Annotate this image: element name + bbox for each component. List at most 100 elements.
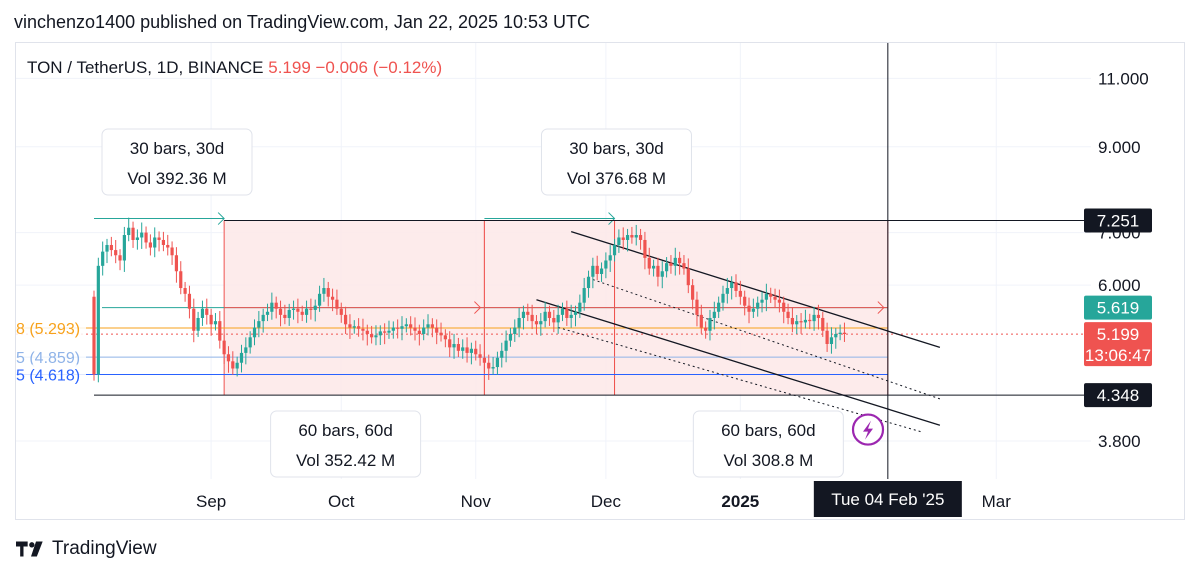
candle-body <box>521 311 526 318</box>
measure-label-box <box>101 128 253 196</box>
candle-body <box>235 362 239 369</box>
candle-body <box>604 260 608 269</box>
candle-body <box>352 326 356 328</box>
candle-body <box>105 244 109 252</box>
candle-body <box>357 326 361 329</box>
measure-label-bars: 60 bars, 60d <box>721 421 816 440</box>
candle-body <box>400 326 404 329</box>
measure-label-box <box>692 410 844 478</box>
measure-label-box <box>270 410 422 478</box>
fib-label: 8 (5.293) <box>16 321 80 338</box>
price-tag-label: 5.199 <box>1097 325 1140 344</box>
candle-body <box>565 308 569 318</box>
candle-body <box>443 335 447 340</box>
candle-body <box>612 244 617 256</box>
candle-body <box>278 308 283 315</box>
candle-body <box>764 293 768 300</box>
candle-body <box>491 367 495 369</box>
candle-body <box>226 354 231 362</box>
candle-body <box>725 288 729 294</box>
price-tag <box>1084 383 1152 408</box>
candle-body <box>795 321 799 325</box>
measure-label-bars: 60 bars, 60d <box>298 421 393 440</box>
candle-body <box>231 361 235 369</box>
candle-body <box>322 288 326 294</box>
candle-body <box>435 327 439 333</box>
candle-body <box>157 237 161 240</box>
candle-body <box>799 321 803 323</box>
candle-body <box>760 299 764 303</box>
candle-body <box>361 328 365 331</box>
candle-body <box>452 343 456 348</box>
candle-body <box>144 232 148 243</box>
symbol-legend: TON / TetherUS, 1D, BINANCE 5.199 −0.006… <box>27 58 442 77</box>
candle-body <box>790 317 795 325</box>
candle-body <box>842 332 847 335</box>
candle-body <box>517 317 521 328</box>
candle-body <box>396 327 400 329</box>
candle-body <box>513 327 517 335</box>
candle-body <box>773 296 777 300</box>
candle-body <box>647 257 651 269</box>
measure-label-volume: Vol 392.36 M <box>127 169 226 188</box>
measure-arrow-head <box>217 212 225 225</box>
candle-body <box>821 317 825 331</box>
candle-body <box>608 255 612 261</box>
tradingview-logo-icon <box>16 541 43 557</box>
candle-body <box>769 293 773 297</box>
candle-body <box>326 288 330 297</box>
candle-body <box>504 340 508 351</box>
candle-body <box>378 331 382 336</box>
candle-body <box>153 237 157 248</box>
candle-body <box>140 232 144 238</box>
crosshair-date-label: Tue 04 Feb '25 <box>831 490 944 509</box>
candle-body <box>599 268 604 274</box>
candle-body <box>131 227 135 240</box>
candle-body <box>118 255 122 261</box>
candle-body <box>222 340 226 355</box>
candle-body <box>283 314 287 318</box>
candle-body <box>196 317 200 331</box>
candle-body <box>213 321 218 325</box>
y-axis-tick-label: 11.000 <box>1098 69 1149 88</box>
fib-label-bg <box>16 364 86 385</box>
candle-body <box>339 308 343 315</box>
candle-body <box>96 265 100 375</box>
legend-price-change: 5.199 −0.006 (−0.12%) <box>268 58 442 77</box>
channel-line <box>536 299 941 426</box>
candle-body <box>469 348 473 353</box>
candle-body <box>834 334 838 338</box>
candle-body <box>617 237 621 245</box>
candle-body <box>669 263 673 266</box>
candle-body <box>816 314 821 318</box>
price-chart[interactable]: 8 (5.293) 5 (4.859)5 (4.618) 30 bars, 30d V… <box>16 43 1184 519</box>
candle-body <box>673 257 677 266</box>
y-axis-tick-label: 9.000 <box>1098 138 1141 157</box>
price-tag <box>1084 322 1152 367</box>
candle-body <box>638 235 643 240</box>
candle-body <box>448 339 452 348</box>
candle-body <box>274 302 278 309</box>
candle-body <box>309 308 313 310</box>
candle-body <box>417 330 421 335</box>
candle-body <box>270 302 274 312</box>
candle-body <box>161 239 166 245</box>
candle-body <box>200 308 205 318</box>
chart-panel[interactable]: 8 (5.293) 5 (4.859) 5 (4.618) 30 bars, 30d V… <box>15 42 1185 520</box>
candle-body <box>465 347 469 353</box>
candle-body <box>365 330 369 335</box>
candle-body <box>634 235 638 238</box>
candle-body <box>482 357 487 363</box>
candle-body <box>296 308 300 312</box>
candle-body <box>383 331 387 333</box>
candle-body <box>825 330 829 344</box>
y-axis-tick-label: 3.800 <box>1098 432 1141 451</box>
candle-body <box>547 311 552 318</box>
candle-body <box>812 314 816 322</box>
candle-body <box>495 357 500 368</box>
candle-body <box>738 290 742 297</box>
price-tag-label: 5.619 <box>1097 299 1140 318</box>
candle-body <box>313 305 317 310</box>
candle-body <box>829 337 834 344</box>
candle-body <box>218 321 222 341</box>
